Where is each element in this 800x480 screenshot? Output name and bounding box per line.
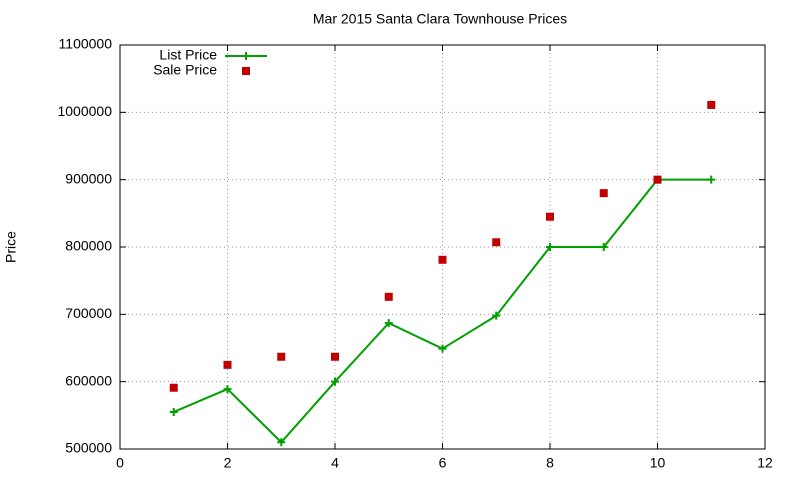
point <box>546 212 554 221</box>
chart-title: Mar 2015 Santa Clara Townhouse Prices <box>313 11 567 27</box>
x-tick-label: 2 <box>224 455 232 471</box>
x-tick-label: 0 <box>116 455 124 471</box>
point <box>277 438 286 447</box>
y-tick-label: 1100000 <box>59 36 113 52</box>
x-tick-label: 6 <box>439 455 447 471</box>
point <box>223 360 232 369</box>
point <box>599 189 608 198</box>
x-tick-label: 8 <box>546 455 554 471</box>
legend-marker <box>242 67 250 75</box>
point <box>384 319 393 328</box>
point <box>331 352 339 361</box>
point <box>707 175 716 184</box>
series-line <box>173 178 712 444</box>
point <box>438 255 447 264</box>
point <box>653 175 662 184</box>
y-tick-label: 500000 <box>65 440 112 456</box>
point <box>492 311 501 320</box>
x-tick-label: 4 <box>331 455 339 471</box>
point <box>169 407 178 416</box>
point <box>492 238 501 247</box>
legend-marker <box>242 52 250 60</box>
y-tick-label: 900000 <box>65 170 112 186</box>
x-tick-label: 10 <box>650 455 666 471</box>
point <box>331 377 339 386</box>
legend-label: Sale Price <box>153 62 217 78</box>
point <box>707 100 716 109</box>
y-tick-label: 600000 <box>65 372 112 388</box>
y-tick-label: 1000000 <box>57 103 112 119</box>
point <box>384 292 393 301</box>
point <box>169 383 178 392</box>
y-axis-label: Price <box>3 231 19 263</box>
plot-frame <box>119 44 766 450</box>
point <box>438 344 447 353</box>
x-tick-label: 12 <box>757 455 773 471</box>
point <box>546 243 554 251</box>
y-tick-label: 800000 <box>65 238 112 254</box>
legend-label: List Price <box>159 47 217 63</box>
point <box>599 243 608 251</box>
y-tick-label: 700000 <box>65 305 112 321</box>
point <box>223 385 232 394</box>
point <box>277 352 286 361</box>
